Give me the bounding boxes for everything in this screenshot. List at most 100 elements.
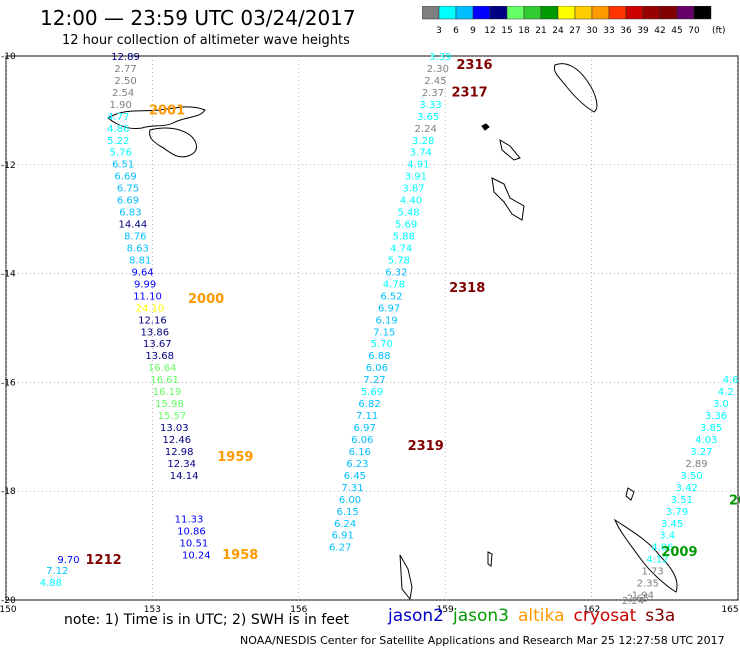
data-points: 9.707.124.88 12.892.772.502.541.904.774.8…	[40, 52, 739, 607]
coastlines	[107, 63, 678, 601]
swh-value-altika: 14.14	[170, 471, 199, 482]
colorbar-tick-label: 21	[535, 26, 546, 36]
swh-value-jason3: 5.78	[388, 255, 410, 266]
swh-value-altika: 2.54	[112, 88, 134, 99]
swh-value-cryosat: 3.45	[661, 519, 683, 530]
swh-value-jason3: 6.00	[339, 495, 361, 506]
swh-value-cryosat: 3.36	[705, 411, 727, 422]
colorbar-tick-label: 39	[637, 26, 649, 36]
colorbar-tick-label: 6	[453, 26, 459, 36]
colorbar-tick-label: 24	[552, 26, 564, 36]
swh-value-cryosat: 1.94	[632, 591, 654, 602]
colorbar-tick-label: 12	[484, 26, 495, 36]
swh-value-altika: 8.81	[129, 255, 151, 266]
swh-value-jason3: 4.40	[400, 196, 422, 207]
legend-jason2: jason2	[388, 606, 444, 626]
swh-value-jason3: 7.15	[373, 327, 395, 338]
grid: 150 153 156 159 162 165 -10 -12 -14 -16 -18 -20	[0, 52, 739, 615]
swh-value-jason3: 5.69	[361, 387, 383, 398]
swh-value-cryosat: 3.0	[713, 399, 729, 410]
swh-value-jason3: 7.11	[356, 411, 378, 422]
swh-value-cryosat: 3.51	[671, 495, 693, 506]
swh-value-jason3: 3.28	[412, 136, 434, 147]
swh-value-altika: 13.67	[143, 339, 172, 350]
swh-value-jason3: 3.91	[405, 172, 427, 183]
swh-value-altika: 6.83	[119, 208, 141, 219]
note-text: note: 1) Time is in UTC; 2) SWH is in fe…	[64, 612, 350, 628]
satellite-legend: jason2 jason3 altika cryosat s3a	[388, 606, 684, 626]
colorbar-tick-label: 70	[688, 26, 700, 36]
pass-labels: 2316 2317 2001 2000 2318 2319 1959 1212 1958 2009…	[86, 58, 740, 568]
swh-value-altika: 4.77	[107, 112, 129, 123]
swh-value-jason3: 3.74	[410, 148, 432, 159]
legend-altika: altika	[518, 606, 565, 626]
pass-time-label: 1212	[86, 553, 122, 568]
swh-value-altika: 5.76	[110, 148, 132, 159]
footer-credit: NOAA/NESDIS Center for Satellite Applica…	[240, 634, 725, 647]
swh-value-jason3: 6.82	[358, 399, 380, 410]
swh-value-altika: 2.77	[114, 64, 136, 75]
swh-value-altika: 24.10	[136, 303, 165, 314]
swh-value-jason2: 11.33	[175, 514, 204, 525]
swh-value-jason3: 7.27	[363, 375, 385, 386]
swh-value-jason3: 3.65	[417, 112, 439, 123]
swh-value-jason3: 5.69	[395, 220, 417, 231]
swh-value-cryosat: 4.06	[651, 543, 673, 554]
swh-value-altika: 1.90	[110, 100, 132, 111]
pass-time-label: 2318	[449, 281, 485, 296]
pass-time-label: 20	[729, 493, 740, 508]
swh-value-altika: 12.16	[138, 315, 167, 326]
colorbar-tick-label: 9	[470, 26, 476, 36]
swh-value-altika: 14.44	[119, 220, 148, 231]
legend-s3a: s3a	[645, 606, 676, 626]
y-tick-label: -16	[1, 378, 16, 388]
colorbar-tick-label: 45	[671, 26, 682, 36]
swh-value-altika: 13.68	[145, 351, 174, 362]
swh-value-jason3: 2.37	[422, 88, 444, 99]
swh-value-altika: 12.34	[167, 459, 196, 470]
coastline-reef-2	[399, 554, 413, 601]
y-tick-label: -14	[1, 270, 16, 280]
swh-value-jason3: 6.15	[336, 507, 358, 518]
coastline-solomons	[491, 177, 525, 221]
swh-value-jason3: 5.48	[397, 208, 419, 219]
swh-value-cryosat: 3.50	[681, 471, 703, 482]
swh-value-s3a: 4.88	[40, 578, 62, 589]
pass-time-label: 2319	[408, 439, 444, 454]
swh-value-cryosat: 4.6	[723, 375, 739, 386]
swh-value-cryosat: 3.42	[676, 483, 698, 494]
page-title: 12:00 — 23:59 UTC 03/24/2017	[40, 6, 356, 30]
swh-value-altika: 6.69	[114, 172, 136, 183]
x-tick-label: 153	[144, 605, 161, 615]
swh-value-altika: 6.69	[117, 196, 139, 207]
pass-time-label: 2000	[188, 292, 224, 307]
swh-value-cryosat: 4.12	[646, 555, 668, 566]
swh-value-altika: 6.75	[117, 184, 139, 195]
swh-value-cryosat: 2.35	[637, 579, 659, 590]
colorbar: 3 6 9 12 15 18 21 24 27 30 33 36 39 42 45 70 (ft)	[422, 6, 726, 36]
swh-value-altika: 11.10	[133, 291, 162, 302]
swh-value-altika: 6.51	[112, 160, 134, 171]
swh-value-altika: 5.22	[107, 136, 129, 147]
swh-value-jason3: 5.70	[371, 339, 393, 350]
swh-value-jason3: 6.45	[344, 471, 366, 482]
legend-jason3: jason3	[453, 606, 509, 626]
swh-value-jason3: 4.91	[407, 160, 429, 171]
pass-time-label: 2009	[661, 545, 697, 560]
pass-time-label: 1958	[222, 548, 258, 563]
swh-value-cryosat: 4.03	[695, 435, 717, 446]
swh-value-altika: 4.86	[107, 124, 129, 135]
colorbar-tick-label: 18	[518, 26, 530, 36]
swh-value-cryosat: 3.27	[690, 447, 712, 458]
swh-value-altika: 13.86	[141, 327, 170, 338]
swh-value-cryosat: 1.73	[641, 567, 663, 578]
x-tick-label: 162	[583, 605, 600, 615]
swh-value-jason3: 6.97	[378, 303, 400, 314]
colorbar-tick-label: 30	[586, 26, 598, 36]
colorbar-tick-label: 36	[620, 26, 632, 36]
swh-value-altika: 16.64	[148, 363, 177, 374]
swh-value-jason3: 6.23	[346, 459, 368, 470]
swh-value-jason3: 2.45	[424, 76, 446, 87]
swh-value-cryosat: 2.65	[627, 593, 649, 604]
